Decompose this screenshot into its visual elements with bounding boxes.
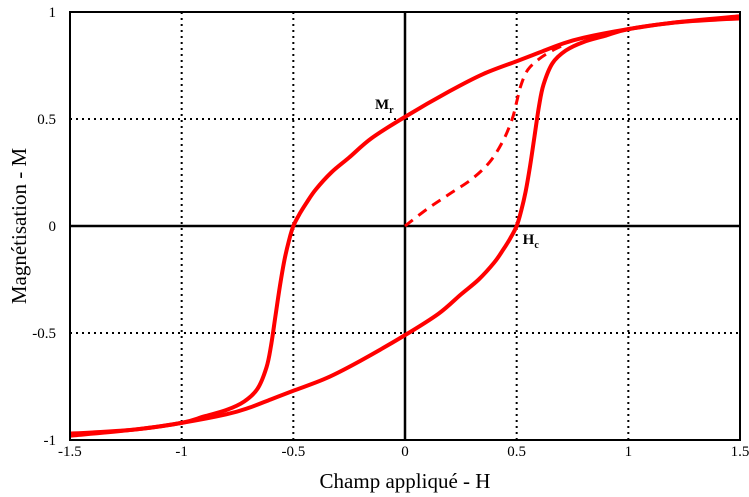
- y-tick-label: -1: [44, 433, 57, 449]
- x-tick-labels: -1.5 -1 -0.5 0 0.5 1 1.5: [58, 444, 749, 460]
- x-tick-label: -0.5: [281, 444, 305, 460]
- annotation-Mr: Mr: [375, 97, 394, 116]
- x-tick-label: 0: [401, 444, 409, 460]
- plot-frame: [69, 11, 741, 441]
- x-tick-label: -1: [175, 444, 188, 460]
- hysteresis-branch-1: [69, 16, 741, 438]
- y-tick-label: 1: [49, 5, 57, 21]
- hysteresis-branch-2: [69, 14, 741, 436]
- y-axis-label: Magnétisation - M: [7, 148, 31, 305]
- y-tick-label: 0: [49, 219, 57, 235]
- annotation-Hc: Hc: [523, 232, 540, 251]
- series-lines: [69, 14, 741, 438]
- x-tick-label: 0.5: [507, 444, 526, 460]
- x-axis-label: Champ appliqué - H: [320, 469, 491, 493]
- y-tick-label: -0.5: [32, 326, 56, 342]
- y-tick-labels: -1 -0.5 0 0.5 1: [32, 5, 56, 449]
- grid-lines: [70, 12, 740, 440]
- initial-magnetization-curve: [404, 42, 567, 228]
- x-tick-label: 1.5: [731, 444, 749, 460]
- y-tick-label: 0.5: [37, 112, 56, 128]
- x-tick-label: -1.5: [58, 444, 82, 460]
- annotations: Mr Hc: [375, 97, 539, 251]
- x-tick-label: 1: [625, 444, 633, 460]
